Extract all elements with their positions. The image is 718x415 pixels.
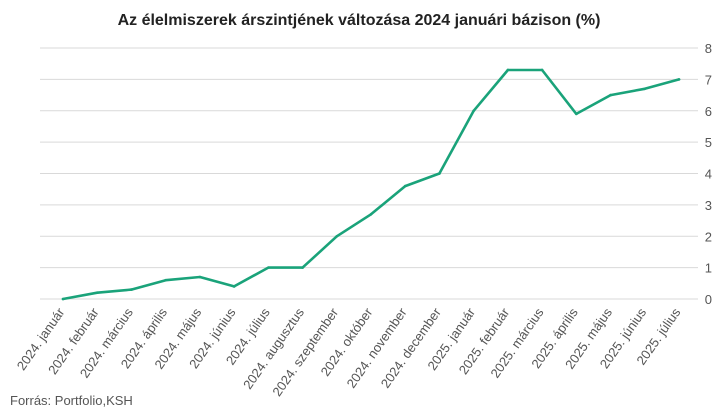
y-tick-label: 5 bbox=[705, 135, 712, 150]
chart-title: Az élelmiszerek árszintjének változása 2… bbox=[117, 12, 601, 29]
data-point bbox=[472, 109, 475, 113]
data-point bbox=[677, 78, 681, 81]
data-point bbox=[335, 234, 339, 238]
y-tick-label: 4 bbox=[705, 167, 712, 182]
y-tick-label: 0 bbox=[705, 292, 712, 307]
data-point bbox=[130, 288, 133, 291]
y-tick-label: 6 bbox=[705, 104, 712, 119]
series-layer bbox=[61, 68, 681, 301]
x-tick-label: 2024. augusztus bbox=[240, 305, 307, 392]
data-point bbox=[301, 266, 304, 269]
data-point bbox=[164, 278, 167, 282]
data-point bbox=[403, 184, 407, 188]
data-point bbox=[643, 87, 647, 91]
y-axis-ticks: 0 1 2 3 4 5 6 7 8 bbox=[705, 41, 712, 307]
chart-source: Forrás: Portfolio,KSH bbox=[10, 393, 133, 408]
data-point bbox=[61, 297, 65, 301]
y-tick-label: 1 bbox=[705, 261, 712, 276]
data-point bbox=[438, 172, 441, 175]
grid-lines bbox=[40, 47, 698, 300]
data-point bbox=[232, 285, 236, 288]
y-tick-label: 3 bbox=[705, 198, 712, 213]
data-point bbox=[540, 68, 544, 72]
data-point bbox=[506, 68, 510, 72]
data-point bbox=[369, 212, 373, 216]
y-tick-label: 7 bbox=[705, 72, 712, 87]
series-line bbox=[61, 68, 681, 301]
y-tick-label: 8 bbox=[705, 41, 712, 56]
data-point bbox=[575, 112, 578, 116]
data-point bbox=[609, 93, 612, 97]
y-tick-label: 2 bbox=[705, 229, 712, 244]
data-point bbox=[95, 291, 99, 295]
data-point bbox=[267, 266, 270, 269]
data-point bbox=[198, 275, 202, 279]
